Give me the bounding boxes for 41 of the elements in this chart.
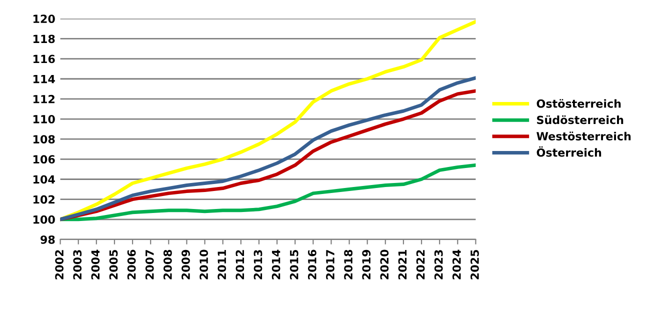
- x-tick-label: 2017: [326, 250, 334, 280]
- x-tick-label: 2016: [308, 250, 316, 280]
- y-tick-label: 106: [34, 155, 55, 164]
- legend-label: Ostösterreich: [536, 99, 621, 108]
- x-tick-label: 2009: [182, 250, 190, 280]
- x-tick-label: 2002: [55, 250, 64, 280]
- x-tick-label: 2004: [91, 250, 100, 280]
- y-tick-label: 104: [34, 175, 55, 184]
- x-tick-label: 2018: [344, 250, 352, 280]
- y-tick-label: 114: [34, 75, 55, 84]
- x-tick-label: 2014: [272, 250, 280, 280]
- legend-label: Südösterreich: [537, 115, 624, 124]
- y-tick-label: 98: [40, 235, 55, 244]
- legend-label: Westösterreich: [536, 132, 631, 140]
- y-tick-label: 118: [34, 34, 55, 44]
- legend-label: Österreich: [536, 146, 602, 157]
- y-tick-label: 108: [34, 135, 55, 144]
- y-tick-label: 112: [34, 94, 54, 104]
- x-tick-label: 2005: [109, 250, 118, 280]
- y-tick-label: 110: [34, 115, 55, 124]
- line-series: [60, 163, 476, 222]
- x-tick-label: 2008: [163, 250, 172, 280]
- y-tick-label: 100: [34, 215, 55, 224]
- x-tick-label: 2021: [398, 250, 407, 280]
- x-tick-label: 2023: [434, 250, 443, 280]
- x-tick-label: 2020: [380, 250, 389, 280]
- x-tick-label: 2022: [416, 250, 425, 280]
- x-tick-label: 2006: [127, 250, 136, 280]
- x-tick-label: 2015: [290, 250, 298, 280]
- x-tick-label: 2019: [362, 250, 371, 280]
- x-tick-label: 2013: [254, 250, 262, 280]
- x-tick-label: 2003: [73, 250, 82, 280]
- x-tick-label: 2024: [452, 250, 461, 280]
- y-tick-label: 120: [34, 14, 55, 24]
- x-tick-label: 2007: [145, 250, 154, 280]
- y-tick-label: 116: [34, 54, 55, 64]
- x-tick-label: 2010: [200, 250, 208, 280]
- y-tick-label: 102: [34, 195, 54, 204]
- x-tick-label: 2025: [470, 250, 479, 280]
- x-tick-label: 2012: [236, 250, 244, 280]
- x-tick-label: 2011: [218, 250, 226, 280]
